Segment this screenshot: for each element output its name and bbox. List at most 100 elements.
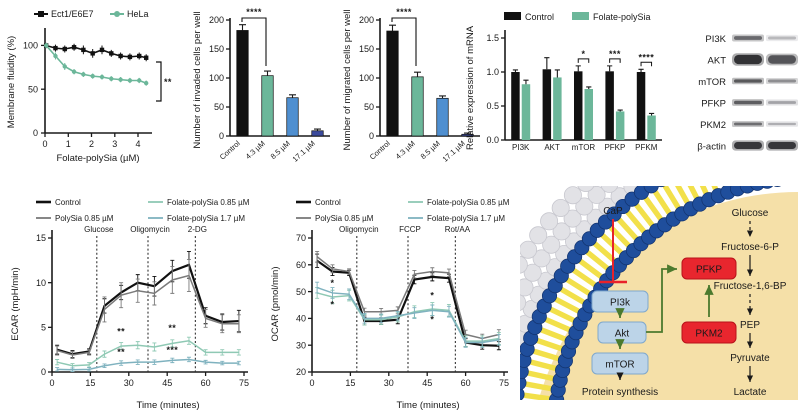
ytick-label: 40 <box>296 314 306 324</box>
box-pfkp <box>681 257 737 280</box>
blot-band <box>734 142 762 149</box>
marker <box>137 53 142 59</box>
errorbar <box>446 305 451 318</box>
marker-label: FCCP <box>399 225 421 234</box>
lipid-tail <box>662 186 681 210</box>
ytick-label: 0 <box>369 131 374 141</box>
marker <box>90 51 95 56</box>
ytick-label: 50 <box>214 102 224 112</box>
marker <box>127 54 133 60</box>
errorbar <box>119 282 124 309</box>
errorbar <box>220 314 225 334</box>
series-line-3 <box>57 358 239 371</box>
xtick-label: 8.5 µM <box>269 139 292 161</box>
lipid-tail <box>535 338 564 352</box>
significance-label: ** <box>117 326 125 336</box>
legend-label: PolySia 0.85 µM <box>315 214 374 223</box>
outer-sphere <box>529 226 548 245</box>
legend-label: Folate-polySia 1.7 µM <box>167 214 245 223</box>
yaxis-title-panel-a: Membrane fluidity (%) <box>6 36 17 128</box>
significance-panel-b: **** <box>246 7 262 17</box>
panel-membrane-fluidity: Ect1/E6E7 HeLa 0 50 100 <box>0 0 190 182</box>
errorbar <box>315 281 320 294</box>
blot-band <box>734 79 762 83</box>
significance-label: ** <box>168 323 176 333</box>
glycolysis-label-1: Fructose-6-P <box>721 242 779 253</box>
marker <box>118 77 123 82</box>
box-pkm2-label: PKM2 <box>695 329 723 340</box>
panel-g-ticks: 20 30 40 50 60 70 0 15 30 45 60 75 <box>296 233 509 388</box>
bar-errorbar <box>575 65 581 72</box>
phospholipid-head <box>643 186 659 194</box>
significance-label: **** <box>638 52 654 62</box>
bar-errorbar <box>264 70 271 76</box>
lipid-tail <box>652 189 672 216</box>
xaxis-title-panel-a: Folate-polySia (µM) <box>56 153 139 164</box>
xtick-label: 75 <box>239 378 249 388</box>
panel-f-significance: ********* <box>117 323 178 357</box>
lipid-tail <box>522 392 552 400</box>
bar <box>411 76 424 137</box>
panel-f-series <box>55 250 241 373</box>
lipid-tail <box>539 327 568 342</box>
errorbar <box>135 278 140 303</box>
bar <box>647 115 656 140</box>
errorbar <box>55 367 60 372</box>
bar-errorbar <box>389 24 396 32</box>
marker <box>53 53 58 59</box>
lipid-tail <box>643 196 663 221</box>
blot-row-label: AKT <box>708 56 727 67</box>
series-line-0 <box>56 263 239 356</box>
legend-label-control-d: Control <box>525 12 554 22</box>
errorbar <box>119 342 124 351</box>
legend-label-ect1: Ect1/E6E7 <box>51 9 94 19</box>
legend-panel-d: Control Folate-polySia <box>504 12 651 22</box>
errorbar <box>430 304 435 317</box>
errorbar <box>480 337 485 348</box>
panel-western-blot: PI3K AKT mTOR PFKP PKM2 β-actin <box>672 0 798 182</box>
lipid-tail <box>578 258 603 279</box>
ytick-label: 1.5 <box>486 33 499 43</box>
significance-bracket <box>577 58 590 63</box>
blot-band-halo <box>732 77 764 85</box>
bar-errorbar <box>607 65 613 72</box>
lipid-tail <box>585 249 610 271</box>
errorbar <box>152 281 157 306</box>
panel-d-bars: PI3K AKT mTOR * PFKP *** PFKM **** <box>511 49 658 152</box>
outer-sphere <box>520 240 538 259</box>
blot-row-label: mTOR <box>698 77 726 88</box>
phospholipid-head <box>739 186 755 194</box>
errorbar <box>362 313 367 324</box>
xtick-label: 30 <box>124 378 134 388</box>
significance-bracket <box>609 58 621 63</box>
marker <box>71 45 77 50</box>
blot-row-label: PI3K <box>705 34 726 45</box>
box-pi3k-label: PI3k <box>610 298 631 309</box>
errorbar <box>220 360 225 366</box>
yaxis-title-panel-f: ECAR (mpH/min) <box>10 267 21 340</box>
axes-panel-f: Time (minutes) ECAR (mpH/min) <box>10 230 248 411</box>
significance-label: ** <box>117 347 125 357</box>
ytick-label: 100 <box>209 73 224 83</box>
marker <box>109 76 114 81</box>
outer-sphere <box>520 293 527 312</box>
errorbar <box>236 314 241 334</box>
xtick-label: 4.3 µM <box>394 139 417 161</box>
panel-invaded-cells: Number of invaded cells per well 0 50 100 1… <box>190 0 345 182</box>
ytick-label: 5 <box>41 323 46 333</box>
blot-band <box>768 122 796 126</box>
ytick-label: 0 <box>41 367 46 377</box>
legend-panel-g: Control Folate-polySia 0.85 µM PolySia 0.8… <box>296 198 510 223</box>
xtick-label: 60 <box>461 378 471 388</box>
lipid-tail <box>548 306 576 323</box>
box-pkm2 <box>681 321 737 344</box>
lipid-tail <box>532 348 561 362</box>
errorbar <box>170 339 175 348</box>
xtick-4: 4 <box>135 139 140 149</box>
blot-band <box>768 36 796 40</box>
blot-band-halo <box>732 120 764 128</box>
errorbar <box>315 250 320 263</box>
bar-errorbar <box>638 68 644 72</box>
signaling-diagram: PI3k Akt mTOR PFKP PKM2 CaP Protein synthesis G… <box>520 186 798 400</box>
ytick-label: 70 <box>296 233 306 243</box>
